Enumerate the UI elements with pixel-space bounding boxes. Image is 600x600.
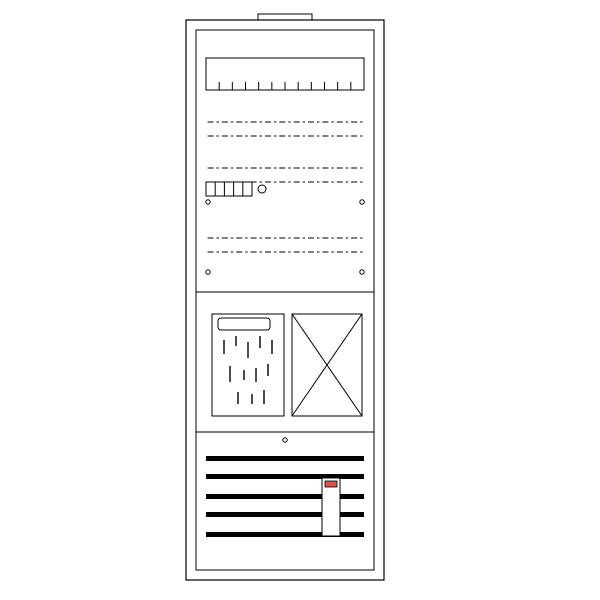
din-rail-bar [206, 456, 364, 461]
main-switch-indicator [325, 481, 337, 487]
electrical-cabinet-diagram [0, 0, 600, 600]
